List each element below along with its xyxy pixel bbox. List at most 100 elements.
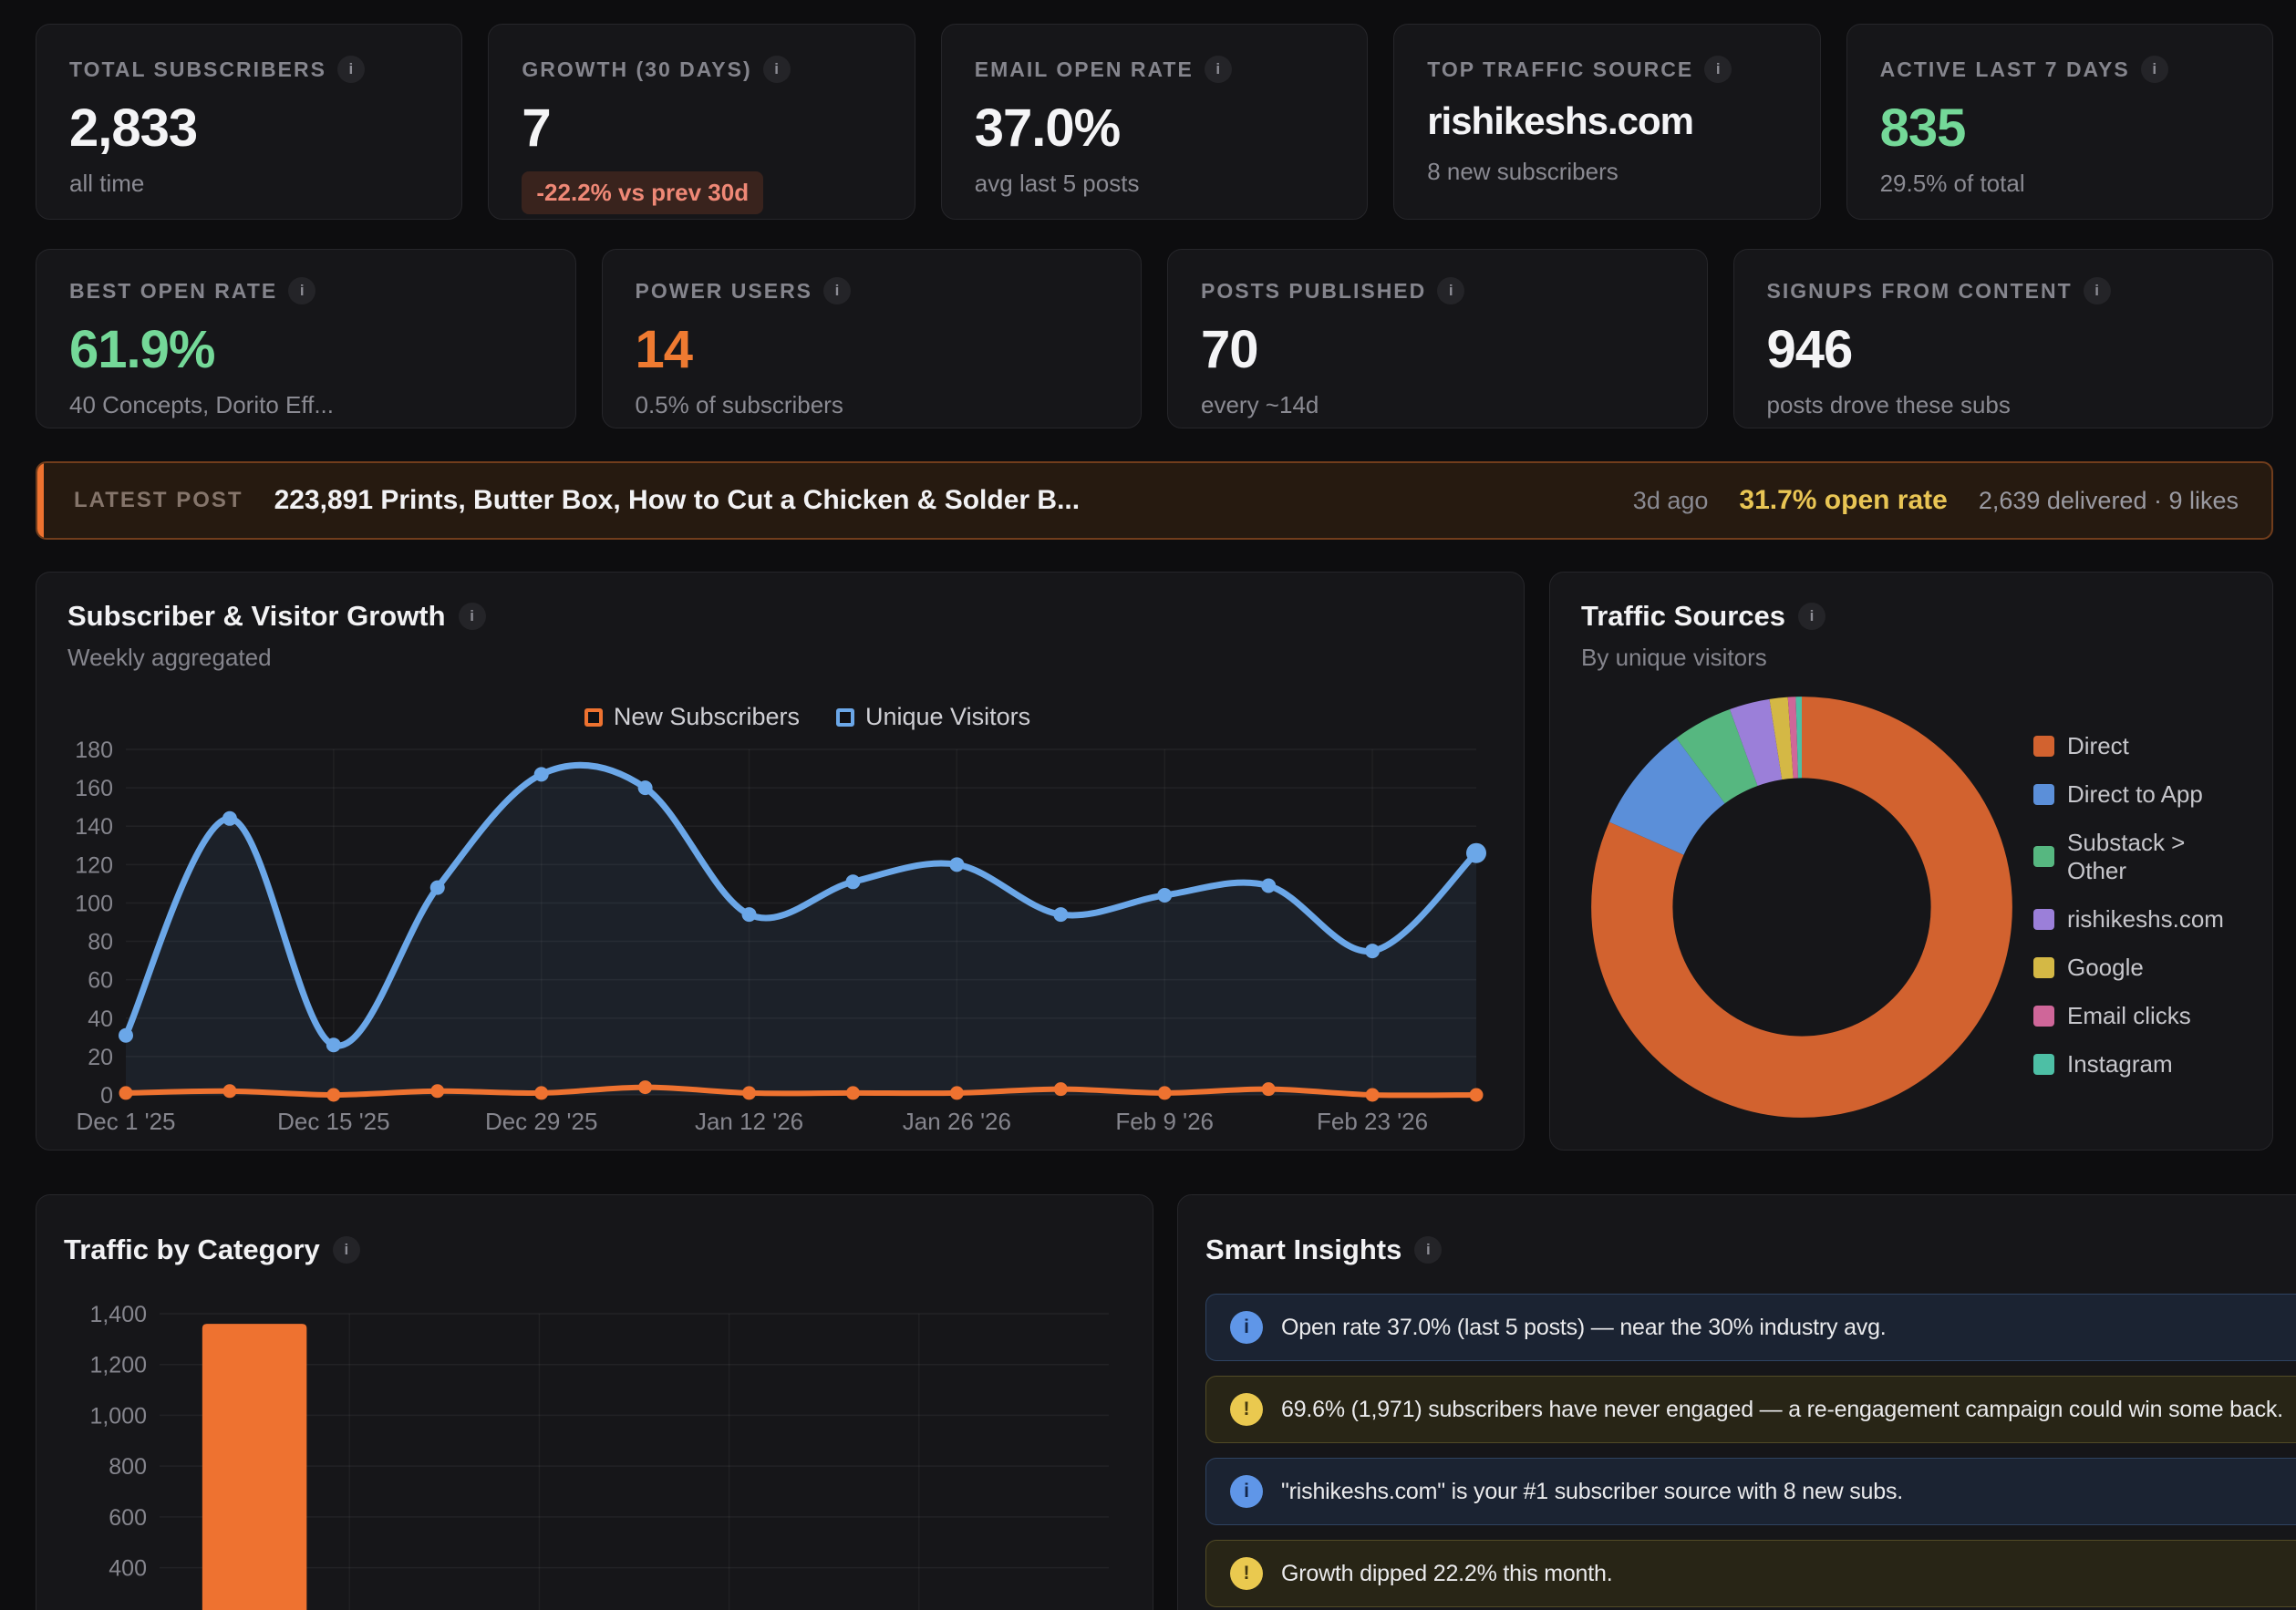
stat-value: 37.0%	[974, 98, 1121, 158]
legend-swatch	[835, 707, 854, 727]
info-icon[interactable]: i	[2140, 56, 2168, 83]
legend-item-unique-visitors[interactable]: Unique Visitors	[835, 703, 1031, 731]
legend-item-email-clicks[interactable]: Email clicks	[2033, 1002, 2241, 1030]
stat-card-top-traffic-source: TOP TRAFFIC SOURCE i rishikeshs.com 8 ne…	[1393, 24, 1821, 220]
svg-text:20: 20	[88, 1045, 113, 1070]
svg-text:200: 200	[109, 1606, 147, 1610]
traffic-by-category-card: Traffic by Category i 02004006008001,000…	[36, 1194, 1153, 1610]
svg-text:1,200: 1,200	[89, 1353, 147, 1378]
stat-label: BEST OPEN RATE	[69, 278, 278, 303]
stat-value: 7	[522, 98, 551, 158]
svg-text:800: 800	[109, 1454, 147, 1480]
latest-post-label: LATEST POST	[74, 488, 243, 512]
latest-post-banner[interactable]: LATEST POST 223,891 Prints, Butter Box, …	[36, 461, 2273, 540]
info-icon[interactable]: i	[1437, 277, 1465, 304]
info-icon[interactable]: i	[2083, 277, 2111, 304]
legend-swatch	[2033, 956, 2054, 978]
legend-label: Instagram	[2067, 1049, 2173, 1078]
info-icon[interactable]: i	[288, 277, 316, 304]
charts-row: Subscriber & Visitor Growth i Weekly agg…	[36, 572, 2273, 1151]
legend-swatch	[2033, 783, 2054, 805]
svg-text:80: 80	[88, 930, 113, 955]
svg-text:1,000: 1,000	[89, 1403, 147, 1429]
info-icon[interactable]: i	[1704, 56, 1732, 83]
info-icon[interactable]: i	[332, 1236, 360, 1264]
stat-label: GROWTH (30 DAYS)	[522, 57, 752, 81]
latest-post-age: 3d ago	[1632, 486, 1709, 514]
svg-text:160: 160	[75, 776, 113, 801]
stat-label: TOP TRAFFIC SOURCE	[1427, 57, 1694, 81]
donut-legend: Direct Direct to App Substack > Other ri…	[2033, 732, 2241, 1078]
legend-item-instagram[interactable]: Instagram	[2033, 1050, 2241, 1078]
stat-card-growth-30d: GROWTH (30 DAYS) i 7 -22.2% vs prev 30d	[488, 24, 915, 220]
warning-circle-icon: !	[1230, 1557, 1263, 1590]
svg-text:Jan 12 '26: Jan 12 '26	[695, 1108, 803, 1135]
legend-item-google[interactable]: Google	[2033, 954, 2241, 982]
svg-text:120: 120	[75, 852, 113, 878]
legend-item-substack-other[interactable]: Substack > Other	[2033, 829, 2241, 885]
legend-item-rishikeshs-com[interactable]: rishikeshs.com	[2033, 905, 2241, 934]
stats-row-1: TOTAL SUBSCRIBERS i 2,833 all time GROWT…	[36, 24, 2273, 220]
stat-subtext: posts drove these subs	[1766, 390, 2011, 418]
smart-insights-card: Smart Insights i i Open rate 37.0% (last…	[1177, 1194, 2296, 1610]
stat-value: 835	[1879, 98, 1967, 158]
latest-post-title[interactable]: 223,891 Prints, Butter Box, How to Cut a…	[274, 485, 1081, 515]
stat-card-power-users: POWER USERS i 14 0.5% of subscribers	[601, 249, 1142, 428]
info-icon[interactable]: i	[762, 56, 791, 83]
info-icon[interactable]: i	[336, 56, 365, 83]
info-icon[interactable]: i	[1204, 56, 1232, 83]
stat-subtext: all time	[69, 169, 145, 197]
legend-swatch	[584, 707, 603, 727]
legend-swatch	[2033, 1053, 2054, 1075]
svg-text:60: 60	[88, 968, 113, 994]
warning-circle-icon: !	[1230, 1393, 1263, 1426]
legend-label: Unique Visitors	[864, 703, 1031, 730]
stat-value: 2,833	[69, 98, 198, 158]
legend-label: Google	[2067, 953, 2144, 981]
svg-text:400: 400	[109, 1556, 147, 1582]
growth-line-chart: 0 20 40 60 80 100 120 140 160 180 Dec 1 '25 Dec 15 …	[75, 738, 1486, 1135]
svg-text:0: 0	[100, 1083, 113, 1109]
banner-accent-bar	[37, 463, 44, 538]
latest-post-open-rate: 31.7% open rate	[1739, 485, 1948, 515]
insight-item-top-source: i "rishikeshs.com" is your #1 subscriber…	[1205, 1458, 2296, 1525]
svg-text:Jan 26 '26: Jan 26 '26	[903, 1108, 1011, 1135]
stat-subtext: every ~14d	[1201, 390, 1319, 418]
stat-card-total-subscribers: TOTAL SUBSCRIBERS i 2,833 all time	[36, 24, 463, 220]
insights-list: i Open rate 37.0% (last 5 posts) — near …	[1205, 1294, 2296, 1610]
legend-swatch	[2033, 735, 2054, 757]
insight-item-never-engaged: ! 69.6% (1,971) subscribers have never e…	[1205, 1376, 2296, 1443]
info-icon[interactable]: i	[823, 277, 852, 304]
svg-text:Dec 1 '25: Dec 1 '25	[76, 1108, 175, 1135]
line-chart-legend: New Subscribers Unique Visitors	[67, 703, 1493, 731]
stat-subtext: 8 new subscribers	[1427, 158, 1619, 186]
legend-swatch	[2033, 1005, 2054, 1027]
bottom-row: Traffic by Category i 02004006008001,000…	[36, 1194, 2296, 1610]
stat-subtext: 29.5% of total	[1879, 169, 2025, 197]
legend-swatch	[2033, 908, 2054, 930]
legend-item-new-subscribers[interactable]: New Subscribers	[584, 703, 800, 731]
svg-text:140: 140	[75, 814, 113, 840]
svg-text:1,400: 1,400	[89, 1302, 147, 1327]
stat-value: 61.9%	[69, 320, 215, 379]
stat-value: 14	[635, 320, 694, 379]
info-icon[interactable]: i	[1414, 1236, 1443, 1264]
svg-text:40: 40	[88, 1006, 113, 1032]
stat-label: ACTIVE LAST 7 DAYS	[1879, 57, 2130, 81]
traffic-donut-chart	[1583, 688, 2021, 1130]
info-icon[interactable]: i	[1797, 603, 1825, 630]
traffic-sources-card: Traffic Sources i By unique visitors Dir…	[1549, 572, 2273, 1151]
legend-item-direct[interactable]: Direct	[2033, 732, 2241, 760]
stat-label: SIGNUPS FROM CONTENT	[1766, 278, 2073, 303]
latest-post-meta: 2,639 delivered · 9 likes	[1978, 486, 2239, 514]
legend-label: New Subscribers	[613, 703, 800, 730]
stat-card-email-open-rate: EMAIL OPEN RATE i 37.0% avg last 5 posts	[940, 24, 1369, 220]
chart-title: Traffic by Category	[64, 1233, 320, 1265]
legend-item-direct-to-app[interactable]: Direct to App	[2033, 780, 2241, 809]
svg-text:180: 180	[75, 738, 113, 763]
insight-item-open-rate: i Open rate 37.0% (last 5 posts) — near …	[1205, 1294, 2296, 1361]
chart-title: Traffic Sources	[1581, 600, 1785, 632]
info-icon[interactable]: i	[458, 603, 486, 630]
stat-value: rishikeshs.com	[1427, 99, 1694, 142]
